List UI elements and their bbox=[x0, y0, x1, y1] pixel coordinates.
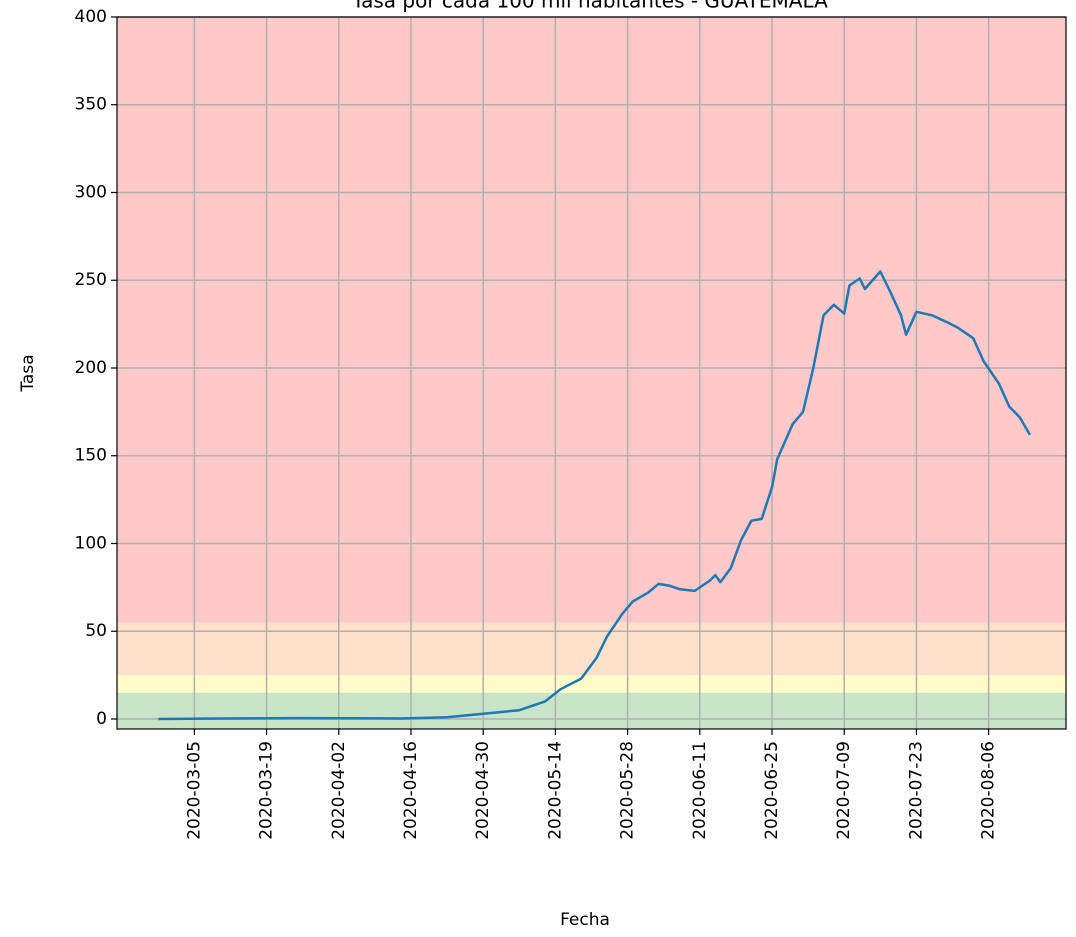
x-tick-label: 2020-04-16 bbox=[401, 741, 421, 840]
y-tick-label: 200 bbox=[75, 358, 107, 378]
x-tick-label: 2020-06-11 bbox=[690, 741, 710, 840]
x-tick-label: 2020-03-05 bbox=[184, 741, 204, 840]
band bbox=[117, 692, 1066, 729]
plot-frame bbox=[116, 16, 1067, 730]
band bbox=[117, 17, 1066, 623]
band bbox=[117, 675, 1066, 693]
band bbox=[117, 622, 1066, 676]
y-axis-label: Tasa bbox=[18, 354, 38, 392]
y-tick-label: 100 bbox=[75, 533, 107, 553]
y-tick-label: 400 bbox=[75, 7, 107, 27]
y-tick-label: 350 bbox=[75, 95, 107, 115]
x-tick-label: 2020-05-14 bbox=[545, 741, 565, 840]
y-tick-label: 250 bbox=[75, 270, 107, 290]
x-tick-label: 2020-08-06 bbox=[979, 741, 999, 840]
y-tick-label: 150 bbox=[75, 446, 107, 466]
y-tick-label: 300 bbox=[75, 182, 107, 202]
x-tick-label: 2020-03-19 bbox=[257, 741, 277, 840]
y-tick-label: 50 bbox=[85, 621, 107, 641]
x-tick-label: 2020-07-09 bbox=[834, 741, 854, 840]
x-axis-label: Fecha bbox=[560, 910, 610, 930]
x-tick-label: 2020-04-30 bbox=[473, 741, 493, 840]
y-tick-label: 0 bbox=[96, 709, 107, 729]
data-line bbox=[158, 270, 1031, 721]
x-tick-label: 2020-05-28 bbox=[618, 741, 638, 840]
x-tick-label: 2020-07-23 bbox=[906, 741, 926, 840]
chart-title: Tasa por cada 100 mil habitantes - GUATE… bbox=[351, 0, 828, 13]
x-tick-label: 2020-04-02 bbox=[329, 741, 349, 840]
x-tick-label: 2020-06-25 bbox=[762, 741, 782, 840]
